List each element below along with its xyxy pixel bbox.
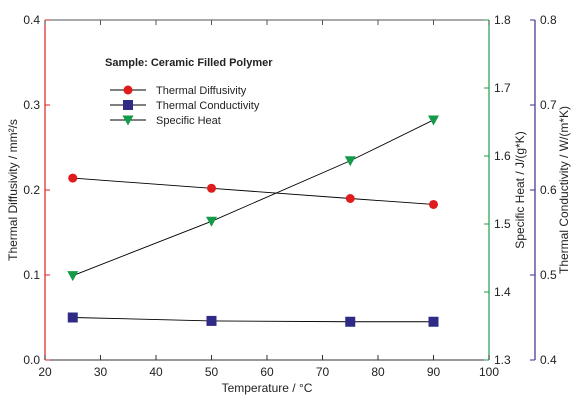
data-point-series-1 xyxy=(67,312,78,323)
left-tick-label: 0.3 xyxy=(23,98,40,112)
x-tick-label: 50 xyxy=(205,365,219,379)
data-point-series-1 xyxy=(428,316,439,327)
legend-label: Thermal Conductivity xyxy=(156,100,260,112)
x-tick-label: 40 xyxy=(149,365,163,379)
right1-tick-label: 1.7 xyxy=(494,81,511,95)
x-tick-label: 80 xyxy=(371,365,385,379)
x-tick-label: 60 xyxy=(260,365,274,379)
right2-tick-label: 0.5 xyxy=(540,268,557,282)
right2-tick-label: 0.6 xyxy=(540,183,557,197)
right1-tick-label: 1.4 xyxy=(494,285,511,299)
right2-tick-label: 0.8 xyxy=(540,13,557,27)
x-tick-label: 20 xyxy=(38,365,52,379)
right2-tick-label: 0.4 xyxy=(540,353,557,367)
legend-marker xyxy=(122,115,134,126)
text-group: 20 30 40 50 60 70 80 90 100 0.0 0.1 0.2 0.3 0.4 1.3 1.4… xyxy=(6,13,571,395)
data-point-series-0 xyxy=(345,194,355,203)
sample-annotation: Sample: Ceramic Filled Polymer xyxy=(105,57,273,69)
right1-tick-label: 1.5 xyxy=(494,217,511,231)
data-point-series-1 xyxy=(345,316,356,327)
right1-axis-title: Specific Heat / J/(g*K) xyxy=(513,131,527,248)
right1-tick-label: 1.3 xyxy=(494,353,511,367)
axes-group xyxy=(44,19,536,361)
legend-label: Thermal Diffusivity xyxy=(156,85,247,97)
data-point-series-2 xyxy=(428,115,439,126)
right2-tick-label: 0.7 xyxy=(540,98,557,112)
right1-tick-label: 1.6 xyxy=(494,149,511,163)
data-point-series-0 xyxy=(207,183,216,193)
data-point-series-1 xyxy=(206,315,217,326)
left-tick-label: 0.2 xyxy=(23,183,40,197)
x-axis-title: Temperature / °C xyxy=(222,381,313,395)
left-tick-label: 0.1 xyxy=(23,268,40,282)
data-point-series-2 xyxy=(206,216,217,227)
data-point-series-2 xyxy=(67,271,79,282)
x-tick-label: 90 xyxy=(427,365,441,379)
data-point-series-0 xyxy=(68,173,78,183)
legend-marker xyxy=(123,100,133,110)
x-tick-label: 100 xyxy=(479,365,499,379)
data-point-series-2 xyxy=(344,156,356,167)
right2-axis-title: Thermal Conductivity / W/(m*K) xyxy=(557,106,571,274)
x-tick-label: 70 xyxy=(316,365,330,379)
series-line-1 xyxy=(72,317,434,323)
x-tick-label: 30 xyxy=(94,365,108,379)
markers-group xyxy=(67,115,439,327)
series-lines-group xyxy=(72,119,434,323)
left-tick-label: 0.0 xyxy=(23,353,40,367)
left-tick-label: 0.4 xyxy=(23,13,40,27)
legend-marker xyxy=(123,85,133,95)
series-line-2 xyxy=(72,119,434,277)
legend-label: Specific Heat xyxy=(156,115,221,127)
legend: Thermal Diffusivity Thermal Conductivity S… xyxy=(110,85,260,127)
series-line-0 xyxy=(72,177,434,205)
left-axis-title: Thermal Diffusivity / mm²/s xyxy=(6,119,20,261)
right1-tick-label: 1.8 xyxy=(494,13,511,27)
data-point-series-0 xyxy=(429,199,438,209)
